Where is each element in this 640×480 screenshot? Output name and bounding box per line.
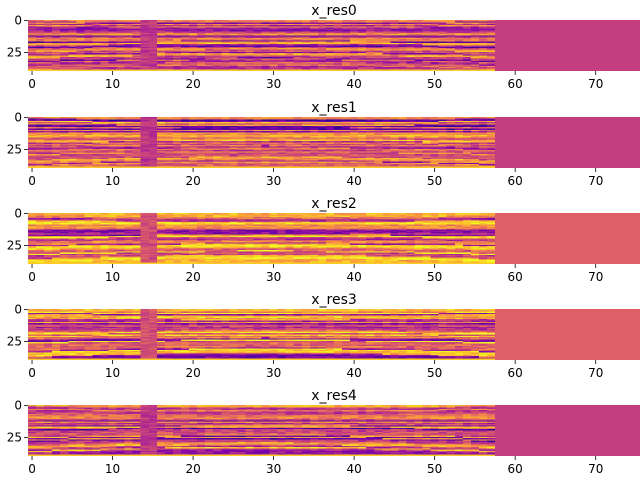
x-tick-label: 0 bbox=[28, 174, 36, 188]
y-tick-label: 25 bbox=[7, 46, 22, 60]
subplot-title: x_res0 bbox=[311, 3, 357, 19]
x-tick-label: 20 bbox=[185, 77, 200, 91]
y-tick-label: 0 bbox=[14, 14, 22, 28]
x-tick-label: 50 bbox=[427, 77, 442, 91]
x-tick-label: 70 bbox=[588, 77, 603, 91]
x-tick-label: 60 bbox=[508, 462, 523, 476]
x-tick-label: 50 bbox=[427, 366, 442, 380]
x-tick-label: 0 bbox=[28, 270, 36, 284]
x-tick-label: 0 bbox=[28, 462, 36, 476]
x-tick-label: 0 bbox=[28, 77, 36, 91]
x-tick-label: 30 bbox=[266, 77, 281, 91]
x-tick-label: 10 bbox=[105, 366, 120, 380]
x-tick-label: 50 bbox=[427, 462, 442, 476]
y-tick-label: 25 bbox=[7, 335, 22, 349]
x-tick-label: 10 bbox=[105, 462, 120, 476]
y-tick-label: 0 bbox=[14, 111, 22, 125]
heatmap-image bbox=[28, 20, 640, 71]
x-tick-label: 30 bbox=[266, 462, 281, 476]
x-tick-label: 20 bbox=[185, 270, 200, 284]
x-tick-label: 70 bbox=[588, 270, 603, 284]
x-tick-label: 40 bbox=[346, 366, 361, 380]
x-tick-label: 50 bbox=[427, 270, 442, 284]
x-tick-label: 20 bbox=[185, 462, 200, 476]
x-tick-label: 40 bbox=[346, 174, 361, 188]
heatmap-image bbox=[28, 309, 640, 360]
x-tick-label: 60 bbox=[508, 366, 523, 380]
x-tick-label: 70 bbox=[588, 462, 603, 476]
x-tick-label: 30 bbox=[266, 174, 281, 188]
x-tick-label: 10 bbox=[105, 270, 120, 284]
x-tick-label: 70 bbox=[588, 174, 603, 188]
subplot-title: x_res2 bbox=[311, 196, 357, 212]
x-tick-label: 0 bbox=[28, 366, 36, 380]
x-tick-label: 60 bbox=[508, 77, 523, 91]
x-tick-label: 50 bbox=[427, 174, 442, 188]
subplot-2: x_res2 0 10 20 30 40 50 60 70 0 25 bbox=[7, 196, 640, 284]
y-tick-label: 0 bbox=[14, 399, 22, 413]
x-tick-label: 40 bbox=[346, 270, 361, 284]
x-tick-label: 70 bbox=[588, 366, 603, 380]
x-tick-label: 60 bbox=[508, 174, 523, 188]
x-tick-label: 40 bbox=[346, 462, 361, 476]
y-tick-label: 25 bbox=[7, 431, 22, 445]
y-tick-label: 25 bbox=[7, 143, 22, 157]
x-tick-label: 40 bbox=[346, 77, 361, 91]
subplot-title: x_res1 bbox=[311, 100, 357, 116]
subplot-4: x_res4 0 10 20 30 40 50 60 70 0 25 bbox=[7, 388, 640, 476]
x-tick-label: 10 bbox=[105, 174, 120, 188]
heatmap-image bbox=[28, 213, 640, 264]
subplot-title: x_res3 bbox=[311, 292, 357, 308]
y-tick-label: 0 bbox=[14, 207, 22, 221]
subplot-0: x_res0 0 10 20 30 40 50 60 70 0 25 bbox=[7, 3, 640, 91]
x-tick-label: 20 bbox=[185, 366, 200, 380]
x-tick-label: 60 bbox=[508, 270, 523, 284]
x-tick-label: 30 bbox=[266, 270, 281, 284]
y-tick-label: 25 bbox=[7, 239, 22, 253]
subplot-3: x_res3 0 10 20 30 40 50 60 70 0 25 bbox=[7, 292, 640, 380]
subplot-1: x_res1 0 10 20 30 40 50 60 70 0 25 bbox=[7, 100, 640, 188]
x-tick-label: 30 bbox=[266, 366, 281, 380]
x-tick-label: 20 bbox=[185, 174, 200, 188]
heatmap-image bbox=[28, 405, 640, 456]
y-tick-label: 0 bbox=[14, 303, 22, 317]
heatmap-image bbox=[28, 117, 640, 168]
subplot-title: x_res4 bbox=[311, 388, 357, 404]
x-tick-label: 10 bbox=[105, 77, 120, 91]
